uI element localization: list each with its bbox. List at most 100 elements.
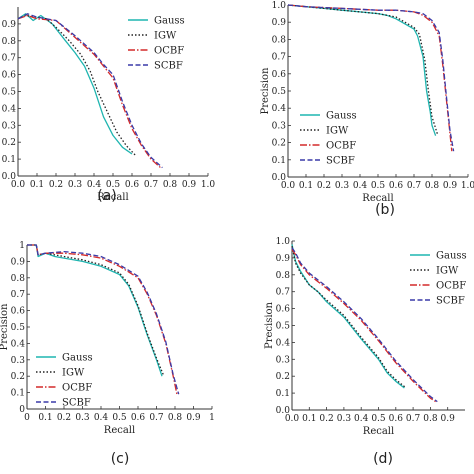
chart-panel-2: 0.0 0.1 0.2 0.3 0.4 0.5 0.6 0.7 0.8 0.9 1.00.00.10…: [260, 1, 474, 218]
legend-label-ocbf: OCBF: [436, 281, 466, 292]
y-tick-label: 0.9: [11, 257, 26, 267]
series-line-ocbf: [291, 249, 436, 403]
x-tick-label: 0.0: [285, 414, 300, 424]
y-tick-label: 0.7: [272, 53, 287, 63]
x-tick-label: 0.5: [371, 181, 386, 191]
x-tick-label: 0.1: [30, 180, 44, 190]
legend: Gauss IGW OCBF SCBF: [300, 111, 357, 167]
series-line-scbf: [17, 13, 163, 169]
x-tick-label: 0.4: [354, 414, 369, 424]
series-line-scbf: [291, 247, 438, 403]
y-tick-label: 0.4: [276, 338, 291, 348]
legend-label-igw: IGW: [436, 266, 459, 277]
x-tick-label: 0.8: [163, 180, 178, 190]
x-tick-label: 0.8: [168, 413, 183, 423]
y-tick-label: 0.0: [2, 172, 17, 182]
x-tick-label: 0.3: [75, 413, 90, 423]
x-tick-label: 0.7: [406, 414, 421, 424]
legend: Gauss IGW OCBF SCBF: [410, 251, 467, 307]
series-line-igw: [287, 4, 439, 135]
x-tick-label: 0.4: [87, 180, 102, 190]
legend-label-ocbf: OCBF: [62, 383, 92, 394]
y-tick-label: 0.6: [11, 307, 26, 317]
y-tick-label: 1: [19, 241, 25, 251]
x-tick-label: 0.6: [389, 181, 404, 191]
legend-label-scbf: SCBF: [436, 296, 465, 307]
x-tick-label: 0.0: [281, 181, 296, 191]
legend-label-gauss: Gauss: [436, 251, 467, 262]
y-tick-label: 0.2: [2, 138, 16, 148]
x-tick-label: 0.1: [38, 413, 52, 423]
x-axis-label: Recall: [362, 193, 393, 204]
x-tick-label: 0.9: [182, 180, 197, 190]
x-tick-label: 0.0: [11, 180, 26, 190]
y-tick-label: 0.4: [11, 339, 26, 349]
series-line-igw: [17, 14, 137, 157]
y-tick-label: 0.5: [11, 323, 26, 333]
series-line-scbf: [287, 4, 455, 152]
x-tick-label: 0.8: [423, 414, 438, 424]
x-tick-label: 0.4: [94, 413, 109, 423]
y-tick-label: 0.4: [272, 104, 287, 114]
y-tick-label: 0.4: [2, 104, 17, 114]
x-tick-label: 0.6: [389, 414, 404, 424]
x-tick-label: 0: [24, 413, 30, 423]
y-tick-label: 0.5: [272, 87, 287, 97]
legend-label-scbf: SCBF: [326, 156, 355, 167]
x-tick-label: 0.1: [299, 181, 313, 191]
panel-label: (b): [375, 202, 395, 218]
y-tick-label: 0.7: [276, 288, 291, 298]
series-line-igw: [291, 245, 407, 389]
y-tick-label: 0.3: [2, 121, 17, 131]
y-tick-label: 0.6: [272, 70, 287, 80]
x-tick-label: 0.5: [371, 414, 386, 424]
series-line-gauss: [17, 13, 133, 155]
x-tick-label: 0.6: [125, 180, 140, 190]
x-tick-label: 1: [209, 413, 215, 423]
y-tick-label: 0.5: [2, 88, 17, 98]
legend-label-igw: IGW: [154, 31, 177, 42]
y-tick-label: 0.8: [272, 35, 287, 45]
y-tick-label: 0: [19, 405, 25, 415]
y-tick-label: 0.8: [11, 274, 26, 284]
panel-label: (d): [373, 451, 393, 467]
x-tick-label: 0.8: [425, 181, 440, 191]
y-tick-label: 0.2: [11, 372, 25, 382]
legend-label-gauss: Gauss: [154, 16, 185, 27]
x-tick-label: 0.9: [186, 413, 201, 423]
legend-label-scbf: SCBF: [62, 398, 91, 409]
panel-label: (c): [111, 451, 130, 467]
series-line-gauss: [27, 244, 163, 377]
series-line-gauss: [291, 244, 405, 389]
y-tick-label: 0.8: [276, 271, 291, 281]
legend-label-gauss: Gauss: [62, 353, 93, 364]
y-tick-label: 0.8: [2, 37, 17, 47]
x-tick-label: 0.3: [337, 414, 352, 424]
y-tick-label: 0.7: [2, 54, 17, 64]
x-tick-label: 0.5: [106, 180, 121, 190]
x-axis-label: Recall: [104, 425, 135, 436]
x-tick-label: 0.9: [441, 414, 456, 424]
series-line-scbf: [27, 244, 180, 395]
legend-label-igw: IGW: [326, 126, 349, 137]
chart-panel-1: 0.0 0.1 0.2 0.3 0.4 0.5 0.6 0.7 0.8 0.9 1.0 0.0 0.1 0…: [2, 7, 216, 204]
y-tick-label: 0.9: [2, 20, 17, 30]
legend: Gauss IGW OCBF SCBF: [36, 353, 93, 409]
y-tick-label: 0.5: [276, 322, 291, 332]
x-tick-label: 0.9: [443, 181, 458, 191]
y-tick-label: 0.1: [11, 389, 25, 399]
y-tick-label: 0.3: [272, 121, 287, 131]
series-line-ocbf: [27, 244, 178, 395]
x-tick-label: 0.7: [144, 180, 159, 190]
y-tick-label: 0.1: [2, 155, 16, 165]
x-tick-label: 0.1: [302, 414, 316, 424]
x-tick-label: 0.3: [335, 181, 350, 191]
y-tick-label: 0.6: [276, 305, 291, 315]
y-axis-label: Precision: [260, 67, 271, 115]
x-tick-label: 0.2: [319, 414, 333, 424]
x-tick-label: 0.2: [57, 413, 71, 423]
y-tick-label: 0.9: [276, 254, 291, 264]
x-tick-label: 1.0: [201, 180, 216, 190]
x-tick-label: 1.0: [461, 181, 474, 191]
